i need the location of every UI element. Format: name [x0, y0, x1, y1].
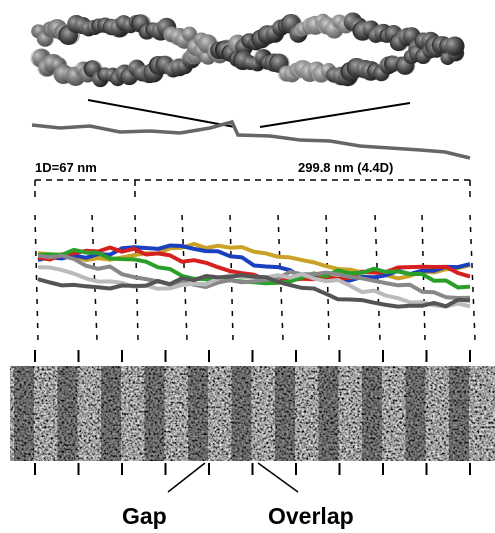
- band: [231, 366, 252, 461]
- band: [318, 366, 339, 461]
- zoom-line: [259, 102, 411, 128]
- band: [449, 366, 469, 461]
- scale-label: 299.8 nm (4.4D): [298, 160, 393, 175]
- band: [362, 366, 382, 461]
- band: [188, 366, 208, 461]
- scale-bracket: [34, 179, 471, 200]
- band: [144, 366, 165, 461]
- traces: [37, 241, 471, 309]
- band: [405, 366, 426, 461]
- period-line: [421, 214, 426, 341]
- band: [57, 366, 78, 461]
- overlap-label: Overlap: [268, 503, 354, 529]
- trace: [37, 273, 471, 309]
- micrograph-noise: [10, 366, 495, 461]
- band: [14, 366, 34, 461]
- trace-line: [31, 119, 471, 160]
- zoom-line: [87, 99, 236, 128]
- period-line: [34, 214, 39, 341]
- scale-label: 1D=67 nm: [35, 160, 97, 175]
- atom-shine: [444, 36, 464, 56]
- period-line: [469, 214, 476, 341]
- pointer: [257, 462, 299, 493]
- pointer: [167, 462, 206, 493]
- molecule-model: [30, 12, 465, 88]
- atom-shine: [182, 26, 198, 42]
- band: [101, 366, 121, 461]
- micrograph-bands: [14, 366, 469, 461]
- gap-label: Gap: [122, 503, 167, 529]
- trace: [37, 253, 471, 300]
- ticks: [34, 350, 471, 475]
- band: [275, 366, 295, 461]
- period-line: [91, 214, 98, 341]
